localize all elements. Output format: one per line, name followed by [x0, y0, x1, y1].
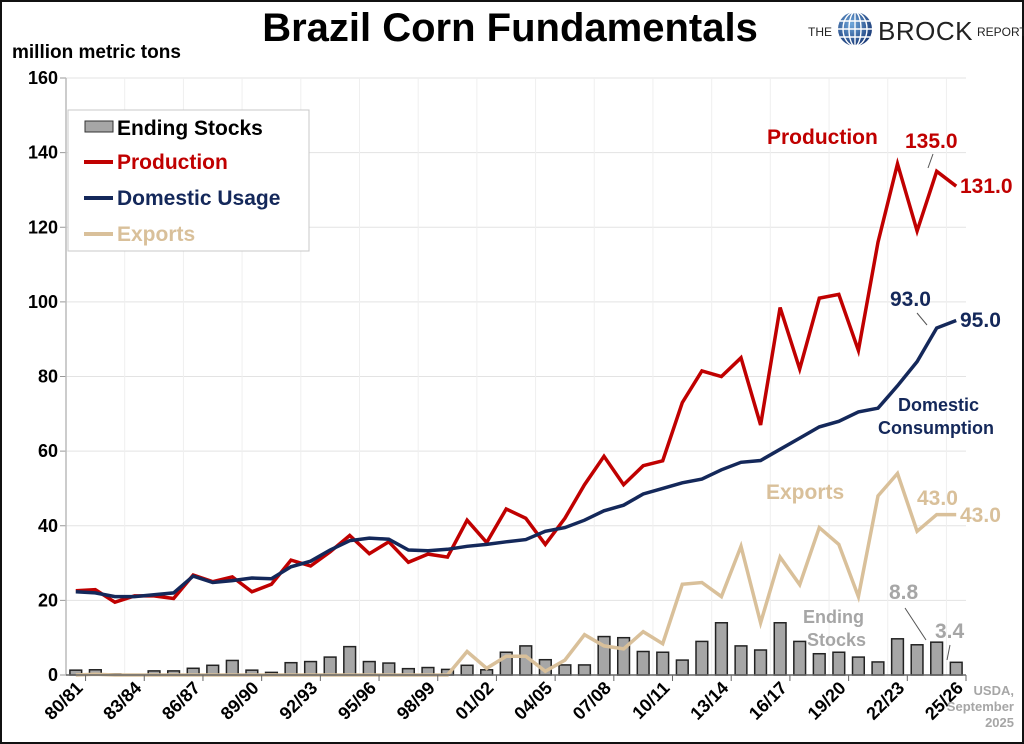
chart-title: Brazil Corn Fundamentals	[262, 6, 758, 50]
annotation-label: 93.0	[890, 288, 931, 311]
legend-box	[67, 109, 310, 252]
annotation-label: Production	[767, 126, 878, 149]
ending-stocks-bar	[343, 645, 357, 676]
source-line: USDA,	[973, 683, 1014, 698]
ending-stocks-bar	[910, 644, 924, 676]
annotation-label: Domestic	[898, 395, 979, 415]
annotation-label: Stocks	[807, 630, 866, 650]
x-tick-label: 86/87	[158, 678, 204, 724]
y-tick-label: 160	[28, 68, 58, 88]
legend-label-ending-stocks: Ending Stocks	[117, 117, 263, 140]
x-tick-label: 22/23	[862, 678, 908, 724]
y-tick-label: 0	[48, 665, 58, 685]
ending-stocks-bar	[949, 661, 963, 676]
ending-stocks-bar	[558, 664, 572, 676]
legend: Ending Stocks Production Domestic Usage …	[67, 109, 310, 252]
legend-label-exports: Exports	[117, 223, 195, 246]
x-tick-label: 13/14	[686, 678, 732, 724]
legend-swatch-ending-stocks	[84, 120, 114, 133]
legend-label-production: Production	[117, 151, 228, 174]
ending-stocks-bar	[890, 638, 905, 676]
ending-stocks-bar	[793, 640, 807, 676]
globe-icon	[836, 10, 874, 53]
y-tick-label: 100	[28, 292, 58, 312]
x-tick-label: 01/02	[451, 678, 497, 724]
ending-stocks-bar	[323, 656, 337, 676]
y-axis-label: million metric tons	[12, 42, 181, 63]
x-tick-label: 04/05	[510, 678, 556, 724]
y-tick-label: 80	[38, 367, 58, 387]
y-tick-label: 40	[38, 516, 58, 536]
ending-stocks-bar	[284, 661, 298, 676]
ending-stocks-bar	[832, 651, 846, 676]
ending-stocks-bar	[636, 650, 650, 676]
annotation-label: 3.4	[935, 620, 965, 643]
production-line	[75, 157, 958, 605]
ending-stocks-bar	[362, 660, 376, 676]
x-tick-label: 83/84	[99, 678, 145, 724]
ending-stocks-bar	[734, 645, 748, 676]
y-tick-label: 60	[38, 441, 58, 461]
x-axis: 80/81 83/84 86/87 89/90 92/93 95/96 98/99 01/02…	[41, 674, 967, 724]
annotation-label: 8.8	[889, 581, 919, 604]
x-tick-label: 07/08	[569, 678, 615, 724]
leader-line	[904, 607, 927, 641]
ending-stocks-bar	[871, 661, 885, 676]
logo-the: THE	[808, 24, 832, 39]
y-tick-label: 140	[28, 143, 58, 163]
ending-stocks-bar	[303, 660, 318, 676]
leader-line	[916, 312, 928, 326]
ending-stocks-bar	[695, 640, 709, 676]
ending-stocks-bar	[460, 664, 474, 676]
annotation-label: 95.0	[960, 309, 1001, 332]
x-tick-label: 19/20	[804, 678, 850, 724]
ending-stocks-bar	[382, 662, 396, 676]
leader-line	[946, 644, 951, 661]
ending-stocks-bar	[656, 651, 670, 676]
logo-brock: BROCK	[878, 16, 973, 46]
x-tick-label: 89/90	[217, 678, 263, 724]
ending-stocks-bar	[812, 652, 826, 676]
annotation-label: 135.0	[905, 130, 958, 153]
logo-report: REPORT	[976, 24, 1024, 39]
domestic-usage-line	[75, 318, 957, 599]
x-tick-label: 92/93	[275, 678, 321, 724]
source-line: September	[946, 699, 1014, 714]
legend-label-domestic-usage: Domestic Usage	[117, 187, 280, 210]
ending-stocks-bar	[851, 656, 866, 676]
annotation-label: 43.0	[960, 504, 1001, 527]
x-tick-label: 98/99	[393, 678, 439, 724]
y-axis-ticks: 0 20 40 60 80 100 120 140 160	[28, 68, 67, 685]
leader-line	[927, 153, 934, 169]
ending-stocks-bar	[577, 664, 592, 676]
ending-stocks-bar	[714, 622, 729, 676]
source-note: USDA, September 2025	[947, 683, 1014, 731]
annotation-label: Ending	[803, 607, 864, 627]
ending-stocks-bar	[753, 649, 768, 676]
x-tick-label: 16/17	[745, 678, 791, 724]
source-line: 2025	[985, 715, 1014, 730]
x-tick-label: 10/11	[628, 678, 673, 723]
annotation-label: Consumption	[878, 418, 994, 438]
ending-stocks-bar	[675, 659, 689, 676]
annotation-label: 131.0	[960, 175, 1013, 198]
ending-stocks-bar	[225, 659, 239, 676]
annotation-label: Exports	[766, 481, 844, 504]
y-tick-label: 120	[28, 217, 58, 237]
brock-report-logo: THE BROCK REPORT	[808, 10, 1024, 53]
y-tick-label: 20	[38, 590, 58, 610]
ending-stocks-bar	[930, 641, 944, 676]
x-tick-label: 95/96	[334, 678, 380, 724]
annotation-label: 43.0	[917, 487, 958, 510]
ending-stocks-bar	[480, 669, 494, 676]
ending-stocks-bar	[773, 622, 787, 676]
